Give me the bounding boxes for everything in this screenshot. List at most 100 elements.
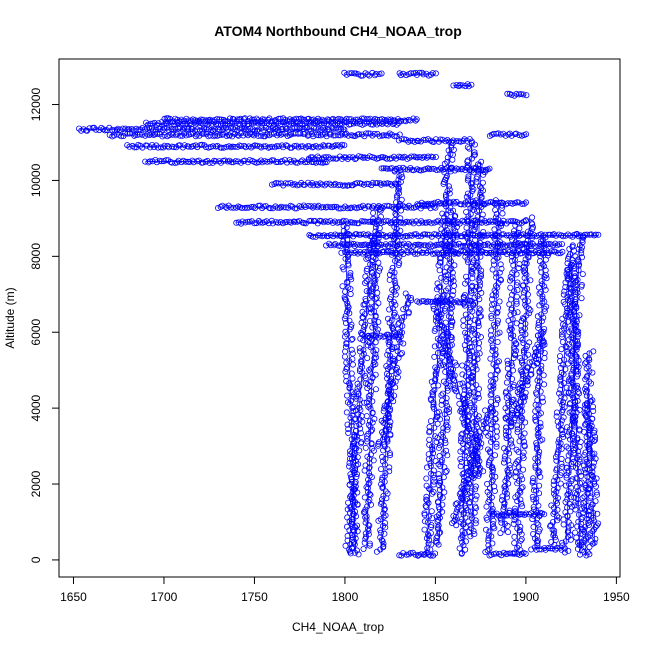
- data-point: [158, 144, 165, 151]
- data-point: [420, 136, 427, 143]
- data-point: [372, 228, 379, 235]
- data-point: [439, 361, 446, 368]
- data-point: [369, 257, 376, 264]
- data-point: [343, 523, 350, 530]
- data-point: [360, 327, 367, 334]
- data-point: [435, 522, 442, 529]
- data-point: [297, 130, 304, 137]
- data-point: [275, 115, 282, 122]
- data-point: [514, 309, 521, 316]
- data-point: [360, 346, 367, 353]
- data-point: [350, 408, 357, 415]
- data-point: [397, 215, 404, 222]
- data-point: [220, 144, 227, 151]
- data-point: [370, 215, 377, 222]
- data-point: [503, 424, 510, 431]
- data-point: [357, 376, 364, 383]
- data-point: [337, 143, 344, 150]
- data-point: [511, 540, 518, 547]
- data-point: [373, 251, 380, 258]
- data-point: [340, 205, 347, 212]
- data-point: [393, 212, 400, 219]
- data-point: [447, 310, 454, 317]
- data-point: [337, 181, 344, 188]
- data-point: [405, 138, 412, 145]
- data-point: [436, 514, 443, 521]
- x-tick-label: 1750: [241, 590, 268, 604]
- data-point: [413, 116, 420, 123]
- data-point: [344, 514, 351, 521]
- data-point: [370, 209, 377, 216]
- data-point: [482, 407, 489, 414]
- data-point: [255, 117, 262, 124]
- data-point: [348, 476, 355, 483]
- data-point: [336, 218, 343, 225]
- data-point: [350, 511, 357, 518]
- data-point: [415, 138, 422, 145]
- data-point: [460, 293, 467, 300]
- data-point: [467, 508, 474, 515]
- data-point: [353, 427, 360, 434]
- data-point: [473, 351, 480, 358]
- data-point: [202, 144, 209, 151]
- data-point: [382, 488, 389, 495]
- data-point: [271, 144, 278, 151]
- data-point: [341, 131, 348, 138]
- data-point: [366, 317, 373, 324]
- data-point: [347, 269, 354, 276]
- data-point: [461, 383, 468, 390]
- data-point: [444, 272, 451, 279]
- data-point: [462, 449, 469, 456]
- data-point: [470, 359, 477, 366]
- data-point: [264, 131, 271, 138]
- data-point: [386, 306, 393, 313]
- data-point: [437, 463, 444, 470]
- data-point: [421, 510, 428, 517]
- data-point: [372, 303, 379, 310]
- data-point: [372, 295, 379, 302]
- data-point: [258, 125, 265, 132]
- data-point: [426, 166, 433, 173]
- data-point: [311, 203, 318, 210]
- data-point: [370, 218, 377, 225]
- data-point: [483, 232, 490, 239]
- data-point: [362, 241, 369, 248]
- data-point: [559, 248, 566, 255]
- data-point: [423, 496, 430, 503]
- data-point: [194, 118, 201, 125]
- data-point: [458, 458, 465, 465]
- data-point: [335, 132, 342, 139]
- data-point: [470, 389, 477, 396]
- data-point: [434, 498, 441, 505]
- data-point: [344, 532, 351, 539]
- data-point: [255, 217, 262, 224]
- data-point: [429, 250, 436, 257]
- data-point: [397, 200, 404, 207]
- data-point: [506, 301, 513, 308]
- data-point: [179, 126, 186, 133]
- data-point: [445, 285, 452, 292]
- data-point: [461, 452, 468, 459]
- data-point: [381, 461, 388, 468]
- data-point: [351, 249, 358, 256]
- data-point: [344, 421, 351, 428]
- data-point: [365, 180, 372, 187]
- data-point: [410, 249, 417, 256]
- data-point: [366, 395, 373, 402]
- data-point: [447, 266, 454, 273]
- data-point: [289, 117, 296, 124]
- data-point: [345, 426, 352, 433]
- data-point: [383, 331, 390, 338]
- data-point: [538, 231, 545, 238]
- data-point: [293, 142, 300, 149]
- data-point: [385, 338, 392, 345]
- data-point: [366, 490, 373, 497]
- data-point: [457, 463, 464, 470]
- data-point: [487, 355, 494, 362]
- data-point: [581, 360, 588, 367]
- data-point: [578, 479, 585, 486]
- data-point: [380, 165, 387, 172]
- data-point: [421, 526, 428, 533]
- data-point: [418, 298, 425, 305]
- data-point: [142, 158, 149, 165]
